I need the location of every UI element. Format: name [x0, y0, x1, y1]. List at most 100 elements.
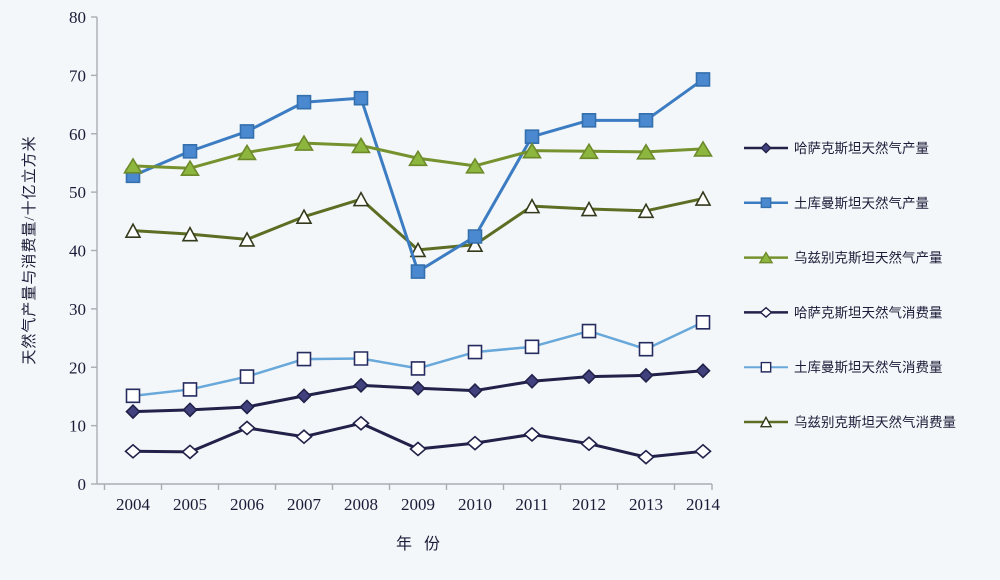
y-tick-label: 0 — [78, 475, 87, 494]
data-point-marker — [524, 129, 540, 144]
data-point-marker — [182, 143, 198, 159]
y-tick-label: 50 — [69, 183, 86, 202]
data-point-marker — [124, 222, 142, 238]
legend-marker — [760, 142, 772, 154]
data-point-marker — [182, 382, 198, 397]
data-point-marker — [124, 443, 142, 459]
legend-marker — [760, 197, 772, 209]
data-point-marker — [295, 208, 313, 224]
data-point-marker — [123, 157, 143, 174]
data-point-marker — [695, 315, 711, 330]
data-point-marker — [409, 241, 427, 258]
data-point-marker — [125, 403, 141, 420]
data-point-marker — [182, 402, 198, 418]
data-point-marker — [694, 190, 712, 206]
x-tick-label: 2004 — [116, 495, 151, 514]
data-point-marker — [581, 113, 597, 128]
data-point-marker — [636, 143, 656, 160]
legend-label: 哈萨克斯坦天然气消费量 — [794, 304, 943, 320]
legend-label: 乌兹别克斯坦天然气消费量 — [794, 414, 956, 430]
data-point-marker — [638, 341, 654, 357]
y-tick-label: 40 — [69, 242, 86, 261]
legend-item-4: 土库曼斯坦天然气消费量 — [744, 359, 943, 375]
legend-label: 哈萨克斯坦天然气产量 — [794, 140, 929, 156]
series-4 — [125, 315, 711, 404]
legend-item-0: 哈萨克斯坦天然气产量 — [744, 140, 929, 156]
legend-marker — [760, 361, 772, 373]
series-3 — [124, 415, 712, 465]
data-point-marker — [467, 382, 483, 399]
x-tick-label: 2005 — [173, 495, 207, 514]
x-tick-label: 2007 — [287, 495, 322, 514]
data-point-marker — [352, 190, 370, 207]
legend-marker — [759, 306, 773, 319]
legend-item-3: 哈萨克斯坦天然气消费量 — [744, 304, 943, 320]
data-point-marker — [294, 134, 314, 151]
data-point-marker — [181, 225, 199, 242]
data-point-marker — [408, 149, 428, 167]
data-point-marker — [579, 142, 599, 160]
legend-marker — [759, 415, 773, 428]
data-point-marker — [467, 344, 483, 360]
data-point-marker — [181, 444, 199, 460]
data-point-marker — [695, 363, 711, 379]
data-point-marker — [637, 449, 655, 465]
y-tick-label: 60 — [69, 125, 86, 144]
data-point-marker — [239, 124, 255, 139]
data-point-marker — [238, 420, 256, 436]
data-point-marker — [638, 113, 654, 128]
y-tick-label: 30 — [69, 300, 86, 319]
data-point-marker — [695, 72, 711, 87]
data-point-marker — [239, 369, 255, 384]
data-point-marker — [524, 373, 540, 389]
data-point-marker — [694, 443, 712, 459]
data-point-marker — [410, 361, 426, 376]
data-point-marker — [353, 90, 369, 106]
x-axis-title: 年 份 — [396, 535, 444, 553]
data-point-marker — [125, 388, 141, 404]
legend-item-5: 乌兹别克斯坦天然气消费量 — [744, 414, 956, 430]
x-tick-label: 2013 — [629, 495, 663, 514]
data-point-marker — [296, 351, 312, 367]
data-point-marker — [180, 159, 200, 176]
data-point-marker — [467, 229, 483, 244]
series-2 — [123, 134, 713, 176]
data-point-marker — [524, 339, 540, 355]
data-point-marker — [410, 264, 426, 279]
x-tick-label: 2009 — [401, 495, 435, 514]
legend-label: 乌兹别克斯坦天然气产量 — [794, 250, 943, 266]
data-point-marker — [580, 200, 598, 217]
series-1 — [125, 72, 711, 279]
data-point-marker — [522, 142, 542, 159]
data-point-marker — [352, 415, 370, 431]
data-point-marker — [353, 377, 369, 393]
x-tick-label: 2012 — [572, 495, 606, 514]
data-point-marker — [693, 140, 713, 157]
y-tick-label: 80 — [69, 8, 86, 27]
x-tick-label: 2008 — [344, 495, 378, 514]
legend-item-2: 乌兹别克斯坦天然气产量 — [744, 250, 943, 266]
data-point-marker — [296, 94, 312, 110]
x-tick-label: 2006 — [230, 495, 264, 514]
data-point-marker — [238, 231, 256, 247]
data-point-marker — [580, 436, 598, 452]
x-tick-label: 2011 — [515, 495, 548, 514]
x-tick-label: 2010 — [458, 495, 492, 514]
data-point-marker — [637, 202, 655, 219]
data-point-marker — [410, 380, 426, 396]
data-point-marker — [239, 399, 255, 415]
data-point-marker — [295, 429, 313, 445]
legend-item-1: 土库曼斯坦天然气产量 — [744, 195, 929, 211]
data-point-marker — [353, 351, 369, 366]
y-tick-label: 20 — [69, 358, 86, 377]
data-point-marker — [466, 236, 484, 252]
data-point-marker — [466, 435, 484, 451]
legend-label: 土库曼斯坦天然气产量 — [794, 195, 929, 211]
legend-label: 土库曼斯坦天然气消费量 — [794, 359, 943, 375]
data-point-marker — [465, 157, 485, 174]
data-point-marker — [296, 388, 312, 404]
legend-marker — [758, 251, 774, 264]
legend: 哈萨克斯坦天然气产量土库曼斯坦天然气产量乌兹别克斯坦天然气产量哈萨克斯坦天然气消… — [744, 140, 956, 430]
data-point-marker — [523, 197, 541, 214]
